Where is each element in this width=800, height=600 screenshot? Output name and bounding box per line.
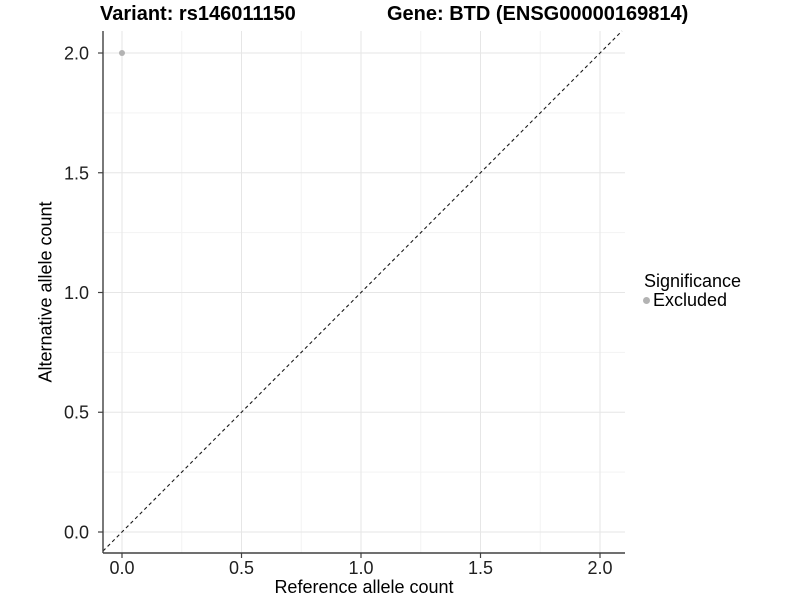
legend-title: Significance bbox=[644, 271, 742, 291]
x-tick-label: 1.5 bbox=[468, 558, 493, 578]
legend: Significance Excluded bbox=[643, 270, 741, 310]
x-axis-title: Reference allele count bbox=[274, 577, 454, 597]
x-tick-label: 0.5 bbox=[229, 558, 254, 578]
data-point bbox=[119, 50, 126, 57]
identity-line bbox=[102, 30, 623, 552]
x-tick-label: 2.0 bbox=[587, 558, 612, 578]
y-tick-label: 0.5 bbox=[64, 403, 89, 423]
x-tick-label: 1.0 bbox=[348, 558, 373, 578]
legend-item-excluded: Excluded bbox=[643, 290, 741, 310]
excluded-marker-icon bbox=[643, 296, 650, 304]
legend-item-label: Excluded bbox=[653, 289, 728, 310]
plot-title-variant: Variant: rs146011150 bbox=[100, 3, 296, 25]
plot-title-gene: Gene: BTD (ENSG00000169814) bbox=[387, 3, 689, 25]
x-tick-label: 0.0 bbox=[109, 558, 134, 578]
y-tick-label: 1.5 bbox=[64, 163, 89, 183]
y-tick-label: 2.0 bbox=[64, 44, 89, 64]
y-axis-title: Alternative allele count bbox=[35, 201, 56, 383]
y-tick-label: 1.0 bbox=[64, 283, 89, 303]
y-tick-label: 0.0 bbox=[64, 522, 89, 542]
